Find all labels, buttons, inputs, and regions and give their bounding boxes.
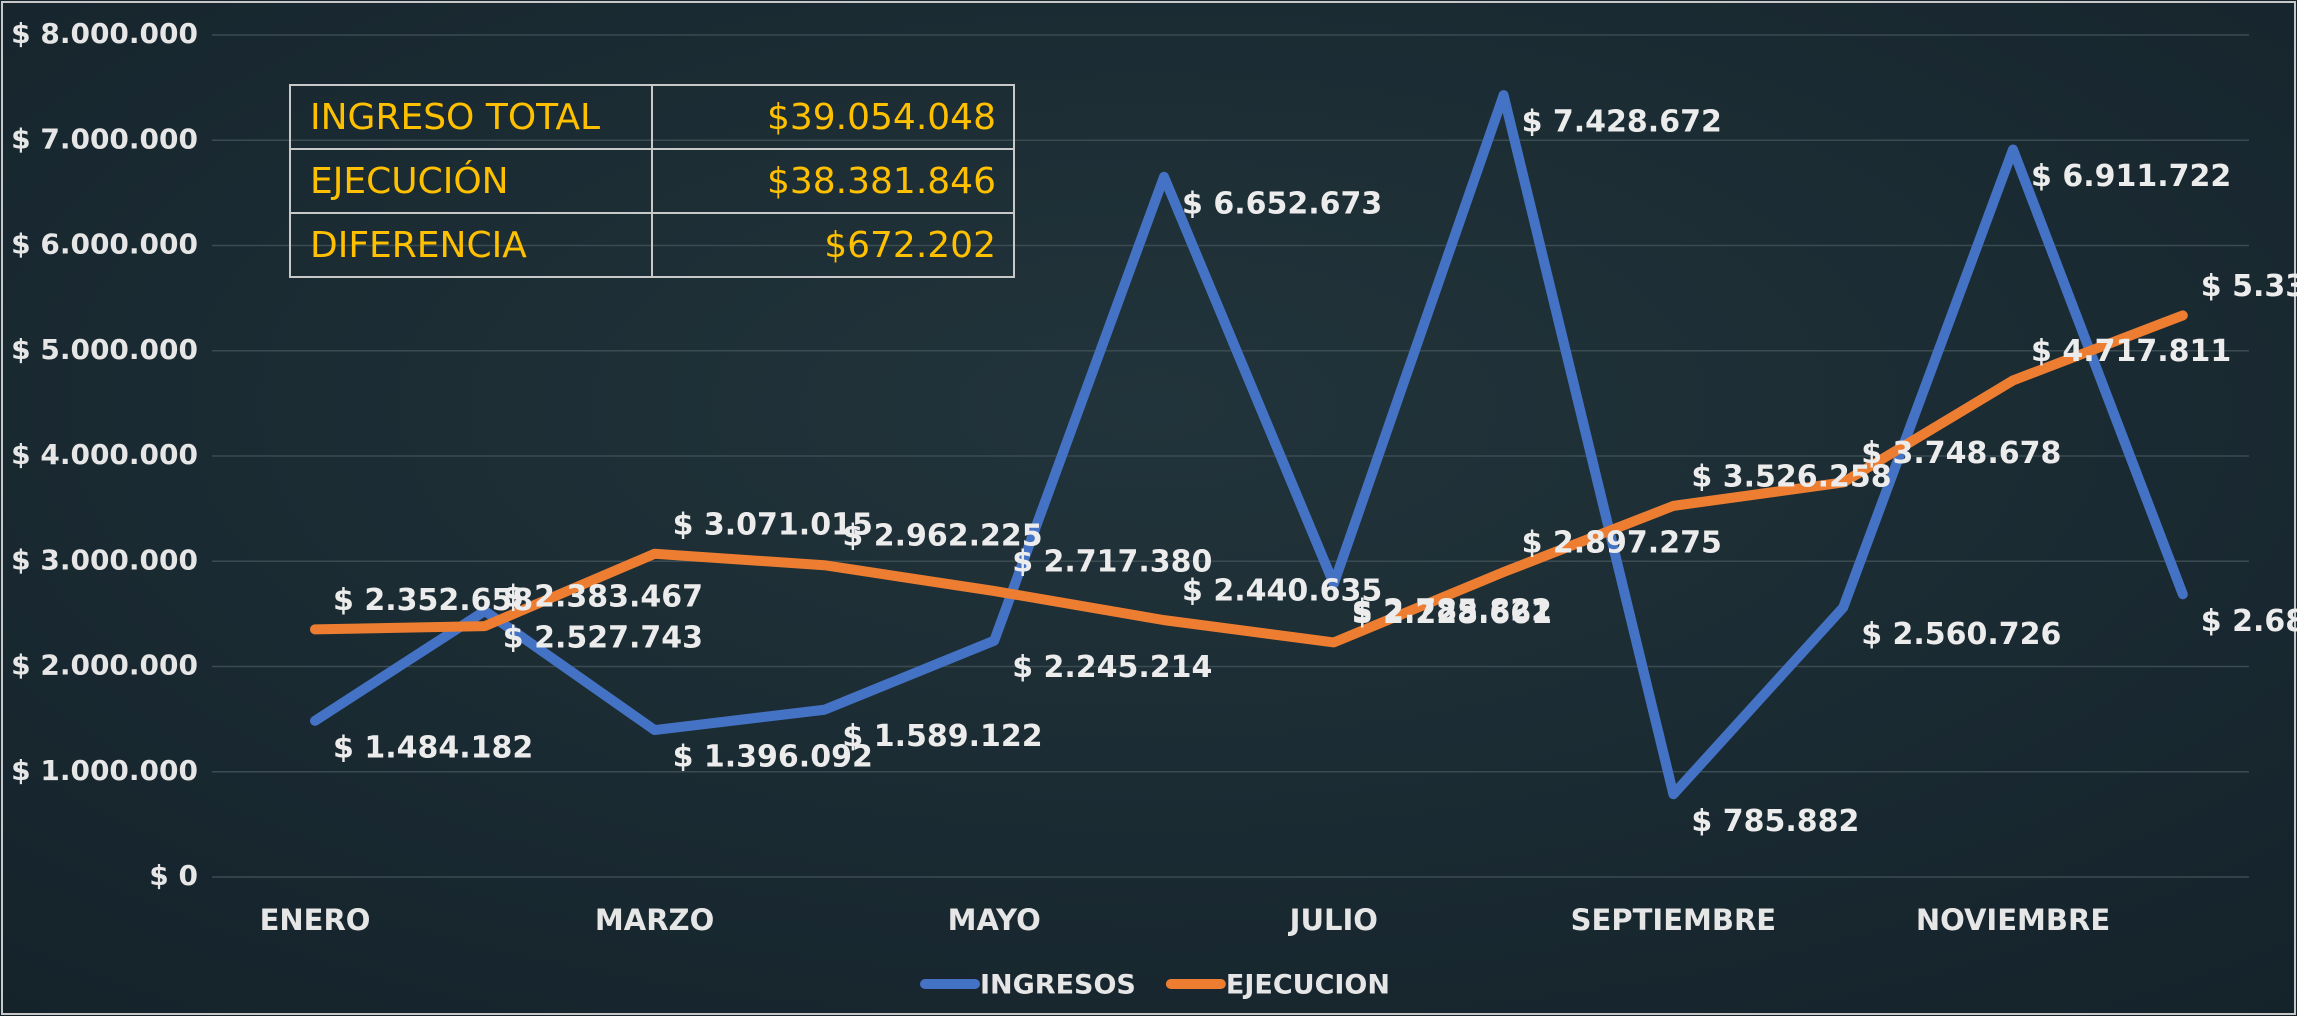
y-tick-label: $ 3.000.000 [11, 543, 198, 576]
x-tick-label: NOVIEMBRE [1916, 903, 2110, 937]
data-label: $ 2.686.197 [2201, 604, 2297, 639]
grid: $ 0 $ 1.000.000 $ 2.000.000 $ 3.000.000 $ 4.… [11, 17, 2249, 937]
table-cell [651, 212, 1015, 278]
y-tick-label: $ 0 [149, 859, 198, 892]
table-label: INGRESO TOTAL [310, 97, 600, 138]
legend-label: INGRESOS [980, 970, 1136, 1001]
data-label: $ 5.335.783 [2201, 269, 2297, 304]
x-tick-label: MARZO [595, 903, 714, 937]
data-label: $ 3.748.678 [1861, 436, 2061, 471]
data-label: $ 1.589.122 [842, 719, 1042, 754]
data-label: $ 2.440.635 [1182, 574, 1382, 609]
data-label: $ 2.785.822 [1352, 593, 1552, 628]
y-tick-label: $ 4.000.000 [11, 438, 198, 471]
data-label: $ 2.962.225 [842, 519, 1042, 554]
data-label: $ 2.717.380 [1012, 544, 1212, 579]
legend-label: EJECUCION [1226, 970, 1390, 1001]
data-label: $ 3.526.258 [1691, 459, 1891, 494]
data-label: $ 785.882 [1691, 804, 1859, 839]
data-label: $ 2.245.214 [1012, 650, 1212, 685]
y-tick-label: $ 5.000.000 [11, 333, 198, 366]
data-label: $ 3.071.015 [673, 507, 873, 542]
x-tick-label: JULIO [1288, 903, 1378, 937]
table-value: $672.202 [824, 225, 996, 266]
legend: INGRESOS EJECUCION [920, 970, 1390, 1001]
data-label: $ 2.527.743 [503, 620, 703, 655]
data-label: $ 2.560.726 [1861, 617, 2061, 652]
x-tick-label: SEPTIEMBRE [1571, 903, 1776, 937]
data-label: $ 1.484.182 [333, 730, 533, 765]
x-tick-label: ENERO [260, 903, 371, 937]
data-label: $ 4.717.811 [2031, 334, 2231, 369]
data-label: $ 7.428.672 [1522, 105, 1722, 140]
data-labels: $ 1.484.182 $ 2.527.743 $ 1.396.092$ 1.589… [333, 105, 2297, 839]
y-tick-label: $ 1.000.000 [11, 754, 198, 787]
y-tick-label: $ 2.000.000 [11, 649, 198, 682]
data-label: $ 2.383.467 [503, 580, 703, 615]
table-label: EJECUCIÓN [310, 160, 509, 202]
y-tick-label: $ 7.000.000 [11, 122, 198, 155]
data-label: $ 6.652.673 [1182, 186, 1382, 221]
table-value: $38.381.846 [767, 161, 996, 202]
y-tick-label: $ 6.000.000 [11, 228, 198, 261]
data-label: $ 1.396.092 [673, 740, 873, 775]
table-value: $39.054.048 [767, 97, 996, 138]
table-label: DIFERENCIA [310, 225, 527, 266]
plot [310, 90, 2188, 800]
data-label: $ 2.352.658 [333, 583, 533, 618]
data-label: $ 6.911.722 [2031, 159, 2231, 194]
line-series [310, 90, 2188, 800]
line-series [310, 310, 2188, 648]
data-label: $ 2.897.275 [1522, 526, 1722, 561]
x-tick-label: MAYO [948, 903, 1041, 937]
data-label: $ 2.228.661 [1352, 596, 1552, 631]
y-tick-label: $ 8.000.000 [11, 17, 198, 50]
summary-table: INGRESO TOTAL $39.054.048 EJECUCIÓN $38.381… [289, 84, 1015, 278]
